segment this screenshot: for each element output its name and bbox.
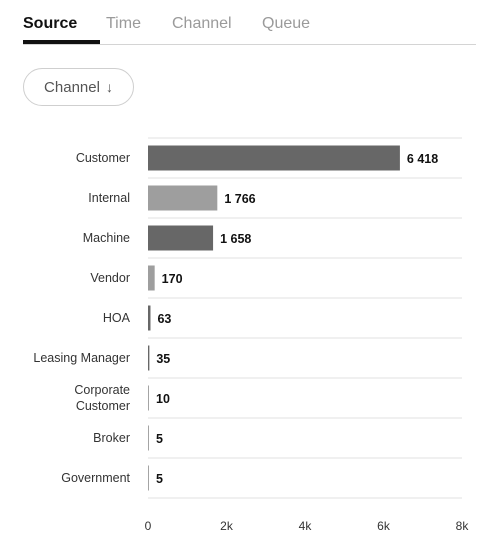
x-tick-label: 4k — [299, 519, 313, 533]
category-label: Leasing Manager — [33, 351, 130, 365]
category-label: Customer — [76, 151, 130, 165]
category-label: HOA — [103, 311, 131, 325]
x-tick-label: 0 — [145, 519, 152, 533]
channel-sort-label: Channel — [44, 78, 100, 96]
bar — [148, 265, 155, 291]
value-label: 1 658 — [220, 232, 251, 246]
category-label: Vendor — [90, 271, 130, 285]
value-label: 35 — [156, 352, 170, 366]
bar — [148, 345, 150, 371]
x-tick-label: 6k — [377, 519, 391, 533]
tab-queue[interactable]: Queue — [262, 15, 311, 32]
tab-channel[interactable]: Channel — [172, 15, 232, 32]
arrow-down-icon: ↓ — [105, 79, 113, 95]
value-label: 5 — [156, 432, 163, 446]
value-label: 1 766 — [224, 192, 255, 206]
value-label: 63 — [157, 312, 171, 326]
tab-bar: Source Time Channel Queue — [23, 0, 476, 45]
bar — [148, 385, 149, 411]
bar — [148, 305, 151, 331]
bar — [148, 425, 149, 451]
value-label: 10 — [156, 392, 170, 406]
value-label: 170 — [162, 272, 183, 286]
x-tick-label: 8k — [456, 519, 470, 533]
category-label: Machine — [83, 231, 130, 245]
value-label: 5 — [156, 472, 163, 486]
value-label: 6 418 — [407, 152, 438, 166]
bar — [148, 225, 214, 251]
bar — [148, 465, 149, 491]
category-label: Government — [61, 471, 130, 485]
category-label: Internal — [88, 191, 130, 205]
category-label: Broker — [93, 431, 130, 445]
channel-sort-button[interactable]: Channel ↓ — [23, 68, 134, 106]
active-tab-indicator — [23, 40, 100, 44]
bar — [148, 185, 218, 211]
category-label: Corporate Customer — [74, 383, 130, 413]
x-tick-label: 2k — [220, 519, 234, 533]
tab-source[interactable]: Source — [23, 15, 78, 32]
tab-time[interactable]: Time — [106, 15, 141, 32]
bar — [148, 145, 400, 171]
